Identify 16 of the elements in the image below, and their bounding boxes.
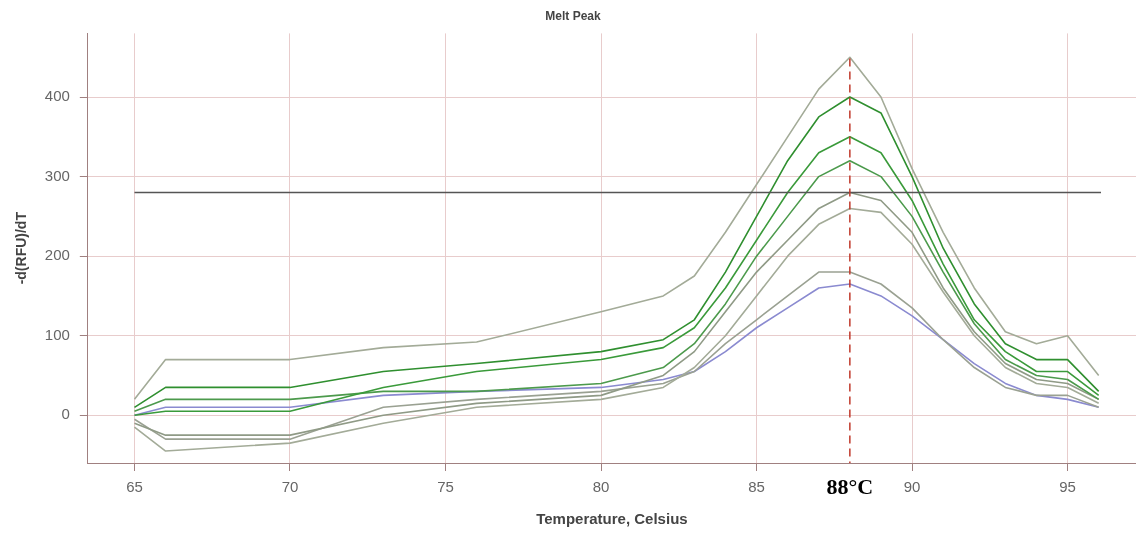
x-tick-label: 65 bbox=[126, 478, 143, 496]
y-tick-label: 100 bbox=[44, 325, 70, 343]
y-tick-label: 0 bbox=[61, 405, 70, 423]
y-tick-label: 300 bbox=[44, 166, 70, 184]
x-tick-label: 95 bbox=[1059, 478, 1076, 496]
x-tick-label: 75 bbox=[437, 478, 454, 496]
x-axis-title: Temperature, Celsius bbox=[536, 510, 688, 528]
ref-line-label: 88°C bbox=[826, 473, 874, 499]
x-tick-label: 80 bbox=[592, 478, 610, 496]
y-axis-title: -d(RFU)/dT bbox=[13, 211, 30, 285]
chart-title: Melt Peak bbox=[545, 8, 602, 23]
x-tick-label: 85 bbox=[748, 478, 765, 496]
y-tick-label: 400 bbox=[44, 87, 70, 105]
x-tick-label: 90 bbox=[903, 478, 921, 496]
x-tick-label: 70 bbox=[281, 478, 299, 496]
y-tick-label: 200 bbox=[44, 246, 70, 264]
